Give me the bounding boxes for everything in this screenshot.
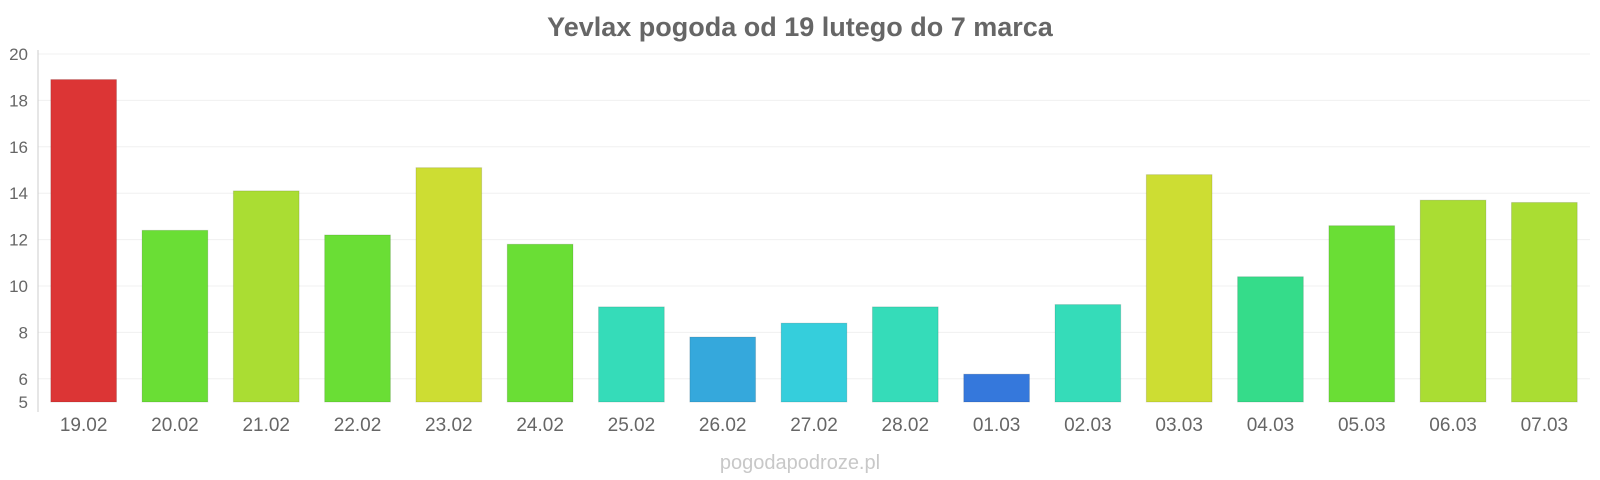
bar-23.02 bbox=[415, 167, 483, 403]
bar-01.03 bbox=[963, 373, 1030, 403]
x-tick-label: 22.02 bbox=[334, 415, 382, 436]
x-tick-label: 26.02 bbox=[699, 415, 747, 436]
bar-27.02 bbox=[780, 322, 848, 403]
y-tick-label: 16 bbox=[9, 138, 28, 157]
bar-06.03 bbox=[1419, 199, 1487, 403]
x-tick-label: 25.02 bbox=[608, 415, 656, 436]
x-tick-label: 05.03 bbox=[1338, 415, 1386, 436]
y-tick-label: 8 bbox=[19, 323, 28, 342]
x-tick-label: 01.03 bbox=[973, 415, 1021, 436]
y-tick-label: 12 bbox=[9, 231, 28, 250]
bar-24.02 bbox=[506, 243, 574, 403]
bar-05.03 bbox=[1328, 225, 1396, 403]
bars bbox=[50, 79, 1578, 403]
bar-22.02 bbox=[324, 234, 391, 403]
y-tick-label: 18 bbox=[9, 91, 28, 110]
x-tick-label: 03.03 bbox=[1155, 415, 1203, 436]
x-tick-label: 06.03 bbox=[1429, 415, 1477, 436]
bar-03.03 bbox=[1145, 174, 1213, 403]
bar-19.02 bbox=[50, 79, 118, 403]
bar-21.02 bbox=[232, 190, 300, 403]
bar-28.02 bbox=[871, 306, 939, 403]
y-tick-label: 5 bbox=[19, 393, 28, 412]
bar-04.03 bbox=[1237, 276, 1304, 403]
bar-20.02 bbox=[141, 229, 209, 403]
x-tick-label: 19.02 bbox=[60, 415, 108, 436]
x-tick-label: 23.02 bbox=[425, 415, 473, 436]
x-tick-label: 02.03 bbox=[1064, 415, 1112, 436]
bar-25.02 bbox=[598, 306, 665, 403]
x-tick-label: 07.03 bbox=[1521, 415, 1569, 436]
y-axis-ticks: 5 6 8 10 12 14 16 18 20 bbox=[9, 45, 28, 412]
y-tick-label: 6 bbox=[19, 370, 28, 389]
bar-07.03 bbox=[1510, 201, 1578, 403]
y-tick-label: 14 bbox=[9, 184, 28, 203]
watermark: pogodapodroze.pl bbox=[720, 452, 880, 474]
y-tick-label: 20 bbox=[9, 45, 28, 64]
x-tick-label: 20.02 bbox=[151, 415, 199, 436]
x-tick-label: 27.02 bbox=[790, 415, 838, 436]
x-tick-label: 21.02 bbox=[242, 415, 290, 436]
chart-title: Yevlax pogoda od 19 lutego do 7 marca bbox=[547, 12, 1054, 42]
bar-26.02 bbox=[689, 336, 757, 403]
x-tick-label: 04.03 bbox=[1247, 415, 1295, 436]
bar-02.03 bbox=[1054, 304, 1122, 403]
x-tick-label: 24.02 bbox=[516, 415, 564, 436]
y-tick-label: 10 bbox=[9, 277, 28, 296]
x-axis-ticks: 19.02 20.02 21.02 22.02 23.02 24.02 25.02 26.02… bbox=[60, 415, 1568, 436]
x-tick-label: 28.02 bbox=[882, 415, 930, 436]
